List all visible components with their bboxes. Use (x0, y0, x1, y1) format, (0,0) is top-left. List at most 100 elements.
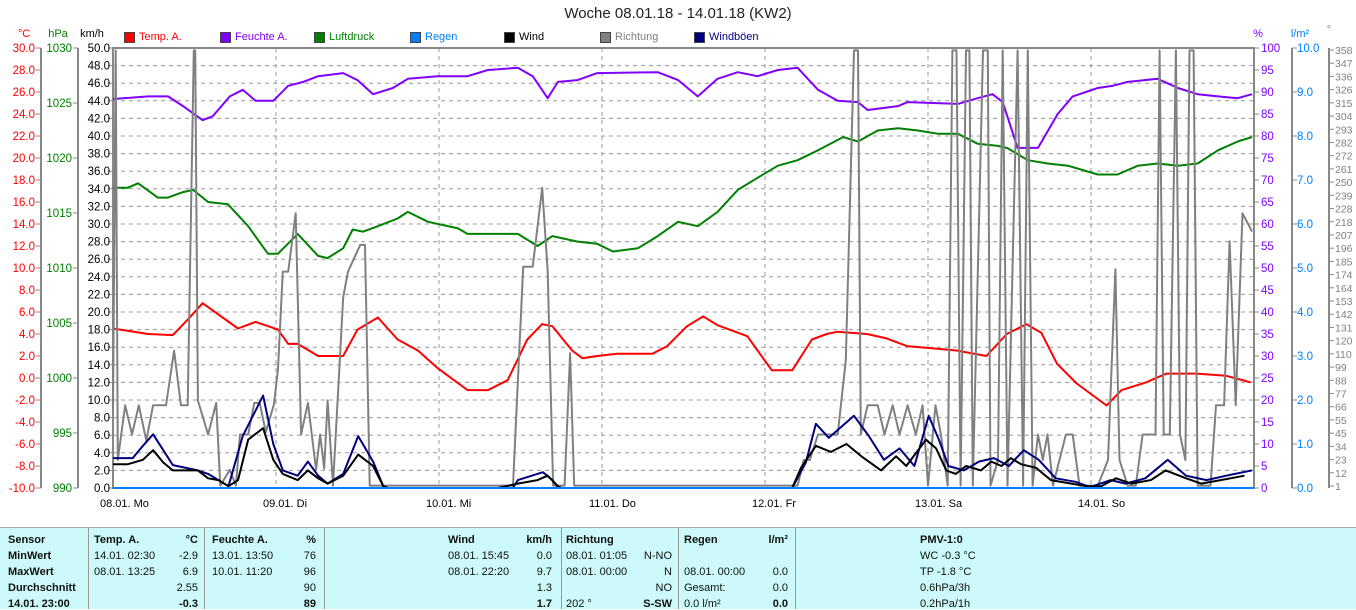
series-line-wind (113, 427, 1245, 489)
table-cell: 1.7 (536, 598, 552, 610)
deg-tick-label: 261 (1335, 164, 1353, 176)
deg-tick-label: 326 (1335, 85, 1353, 97)
temp-axis-unit: °C (18, 28, 30, 40)
temp-tick-label: -8.0 (15, 461, 35, 473)
kmh-tick-label: 26.0 (88, 254, 110, 266)
rain-tick-label: 6.0 (1297, 219, 1313, 231)
legend-item: Feuchte A. (220, 31, 288, 43)
plot-area (113, 48, 1254, 488)
deg-tick-label: 304 (1335, 111, 1353, 123)
temp-tick-label: -4.0 (15, 417, 35, 429)
rain-tick-label: 9.0 (1297, 87, 1313, 99)
table-cell: km/h (526, 534, 552, 546)
pct-tick-label: 55 (1261, 241, 1274, 253)
table-cell: 0.0 l/m² (684, 598, 721, 610)
rain-tick-label: 10.0 (1297, 43, 1319, 55)
table-cell: 13.01. 13:50 (212, 550, 274, 562)
deg-tick-label: 272 (1335, 151, 1353, 163)
legend-item: Wind (504, 31, 544, 43)
hpa-tick-label: 995 (53, 428, 72, 440)
legend-item: Regen (410, 31, 457, 43)
kmh-tick-label: 48.0 (88, 61, 110, 73)
kmh-tick-label: 24.0 (88, 272, 110, 284)
hpa-tick-label: 990 (53, 483, 72, 495)
pct-tick-label: 65 (1261, 197, 1274, 209)
table-cell: Feuchte A. (212, 534, 268, 546)
deg-tick-label: 153 (1335, 296, 1353, 308)
series-line-temp-a- (112, 302, 1251, 407)
table-cell: Sensor (8, 534, 46, 546)
deg-tick-label: 88 (1335, 375, 1347, 387)
table-cell: WC -0.3 °C (920, 550, 976, 562)
pct-tick-label: 30 (1261, 351, 1274, 363)
table-cell: 0.0 (772, 582, 788, 594)
table-cell: 0.6hPa/3h (920, 582, 971, 594)
deg-tick-label: 34 (1335, 441, 1347, 453)
table-cell: -0.3 (179, 598, 198, 610)
rain-tick-label: 5.0 (1297, 263, 1313, 275)
temp-tick-label: 8.0 (19, 285, 35, 297)
table-cell: 14.01. 02:30 (94, 550, 156, 562)
pct-tick-label: 60 (1261, 219, 1274, 231)
rain-tick-label: 8.0 (1297, 131, 1313, 143)
pct-tick-label: 90 (1261, 87, 1274, 99)
legend-swatch (600, 31, 611, 43)
hpa-tick-label: 1015 (46, 208, 72, 220)
day-label: 12.01. Fr (752, 498, 796, 510)
deg-tick-label: 45 (1335, 428, 1347, 440)
series-line-luftdruck (113, 127, 1253, 260)
deg-tick-label: 110 (1335, 349, 1352, 361)
deg-axis-unit: ° (1327, 24, 1331, 36)
deg-tick-label: 293 (1335, 124, 1353, 136)
temp-tick-label: 16.0 (13, 197, 35, 209)
legend-swatch (124, 31, 135, 43)
deg-tick-label: 120 (1335, 336, 1353, 348)
column-separator (204, 528, 205, 609)
legend-label: Luftdruck (329, 31, 375, 43)
legend-label: Richtung (615, 31, 659, 43)
legend-label: Wind (519, 31, 545, 43)
kmh-tick-label: 32.0 (88, 201, 110, 213)
kmh-tick-label: 36.0 (88, 166, 110, 178)
kmh-tick-label: 42.0 (88, 113, 110, 125)
legend-label: Feuchte A. (235, 31, 288, 43)
legend-label: Regen (425, 31, 458, 43)
kmh-tick-label: 14.0 (88, 360, 110, 372)
pct-tick-label: 85 (1261, 109, 1274, 121)
legend-swatch (314, 31, 325, 43)
hpa-tick-label: 1020 (46, 153, 72, 165)
deg-tick-label: 185 (1335, 256, 1353, 268)
kmh-tick-label: 12.0 (88, 377, 110, 389)
temp-tick-label: 30.0 (13, 43, 35, 55)
pct-tick-label: 15 (1261, 417, 1274, 429)
deg-tick-label: 218 (1335, 217, 1353, 229)
table-cell: TP -1.8 °C (920, 566, 972, 578)
table-cell: 76 (303, 550, 316, 562)
deg-tick-label: 99 (1335, 362, 1347, 374)
legend-swatch (220, 31, 231, 43)
kmh-tick-label: 28.0 (88, 237, 110, 249)
temp-tick-label: -6.0 (15, 439, 35, 451)
rain-tick-label: 4.0 (1297, 307, 1313, 319)
column-separator (324, 528, 325, 609)
column-separator (88, 528, 89, 609)
deg-tick-label: 228 (1335, 204, 1353, 216)
table-cell: PMV-1:0 (920, 534, 963, 546)
rain-tick-label: 3.0 (1297, 351, 1313, 363)
table-cell: MaxWert (8, 566, 54, 578)
deg-tick-label: 207 (1335, 230, 1353, 242)
deg-tick-label: 77 (1335, 389, 1347, 401)
deg-tick-label: 23 (1335, 455, 1347, 467)
temp-tick-label: 28.0 (13, 65, 35, 77)
day-label: 08.01. Mo (100, 498, 149, 510)
kmh-tick-label: 38.0 (88, 149, 110, 161)
column-separator (561, 528, 562, 609)
pct-tick-label: 100 (1261, 43, 1280, 55)
deg-tick-label: 239 (1335, 190, 1353, 202)
table-cell: 0.0 (772, 566, 788, 578)
hpa-tick-label: 1000 (46, 373, 72, 385)
hpa-axis-unit: hPa (48, 28, 68, 40)
deg-tick-label: 250 (1335, 177, 1353, 189)
table-cell: 14.01. 23:00 (8, 598, 70, 610)
table-cell: -2.9 (179, 550, 198, 562)
